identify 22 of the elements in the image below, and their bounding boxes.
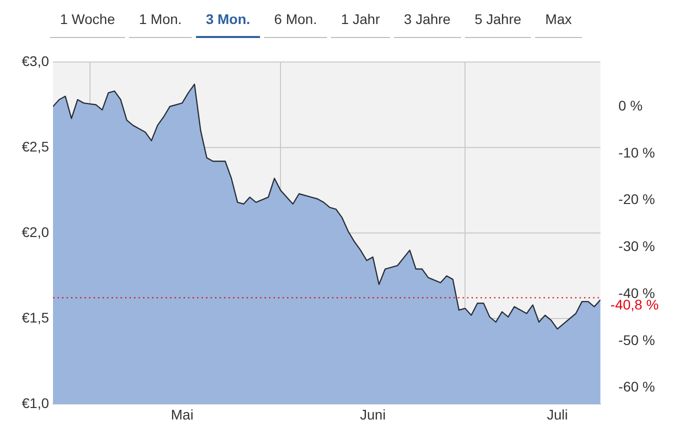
text: 3 Jahre	[394, 4, 461, 38]
y2-tick-label: 0 %	[618, 97, 643, 114]
y-tick-label: €3,0	[22, 52, 50, 69]
y2-tick-label: -30 %	[618, 238, 656, 254]
y-tick-label: €2,0	[22, 224, 50, 240]
y-tick-label: €2,5	[22, 138, 50, 154]
y-tick-label: €1,5	[22, 310, 50, 326]
text: 6 Mon.	[264, 4, 327, 38]
text: 1 Jahr	[330, 4, 390, 38]
y-tick-label: €1,0	[22, 395, 50, 412]
text: 5 Jahre	[464, 4, 532, 38]
text: 1 Mon.	[129, 4, 192, 38]
x-tick-label: Mai	[170, 406, 194, 422]
y2-tick-label: -10 %	[618, 144, 656, 160]
y2-tick-label: -20 %	[618, 191, 656, 208]
y2-tick-label: -60 %	[618, 378, 656, 395]
x-tick-label: Juni	[360, 406, 386, 422]
y2-tick-label: -50 %	[618, 332, 656, 348]
x-tick-label: Juli	[546, 406, 568, 422]
text: 1 Woche	[50, 4, 125, 38]
text: Max	[535, 4, 582, 38]
text: 3 Mon.	[196, 4, 260, 38]
